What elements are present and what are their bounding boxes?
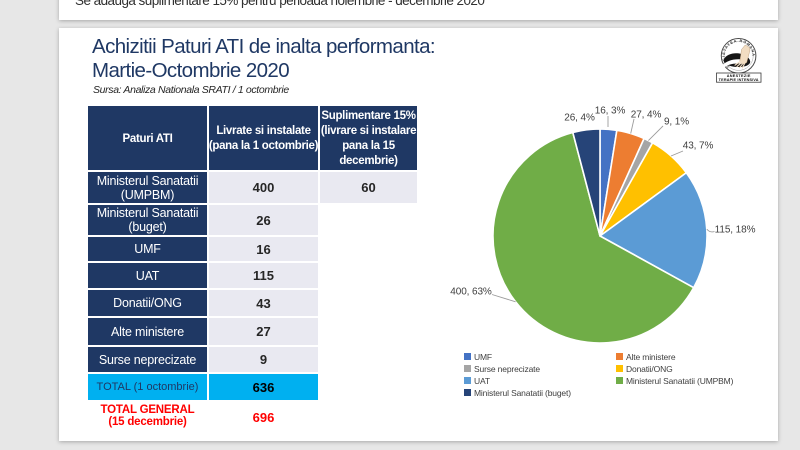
svg-text:TERAPIE INTENSIVA: TERAPIE INTENSIVA: [719, 78, 759, 82]
svg-text:ANESTEZIE: ANESTEZIE: [727, 74, 751, 78]
